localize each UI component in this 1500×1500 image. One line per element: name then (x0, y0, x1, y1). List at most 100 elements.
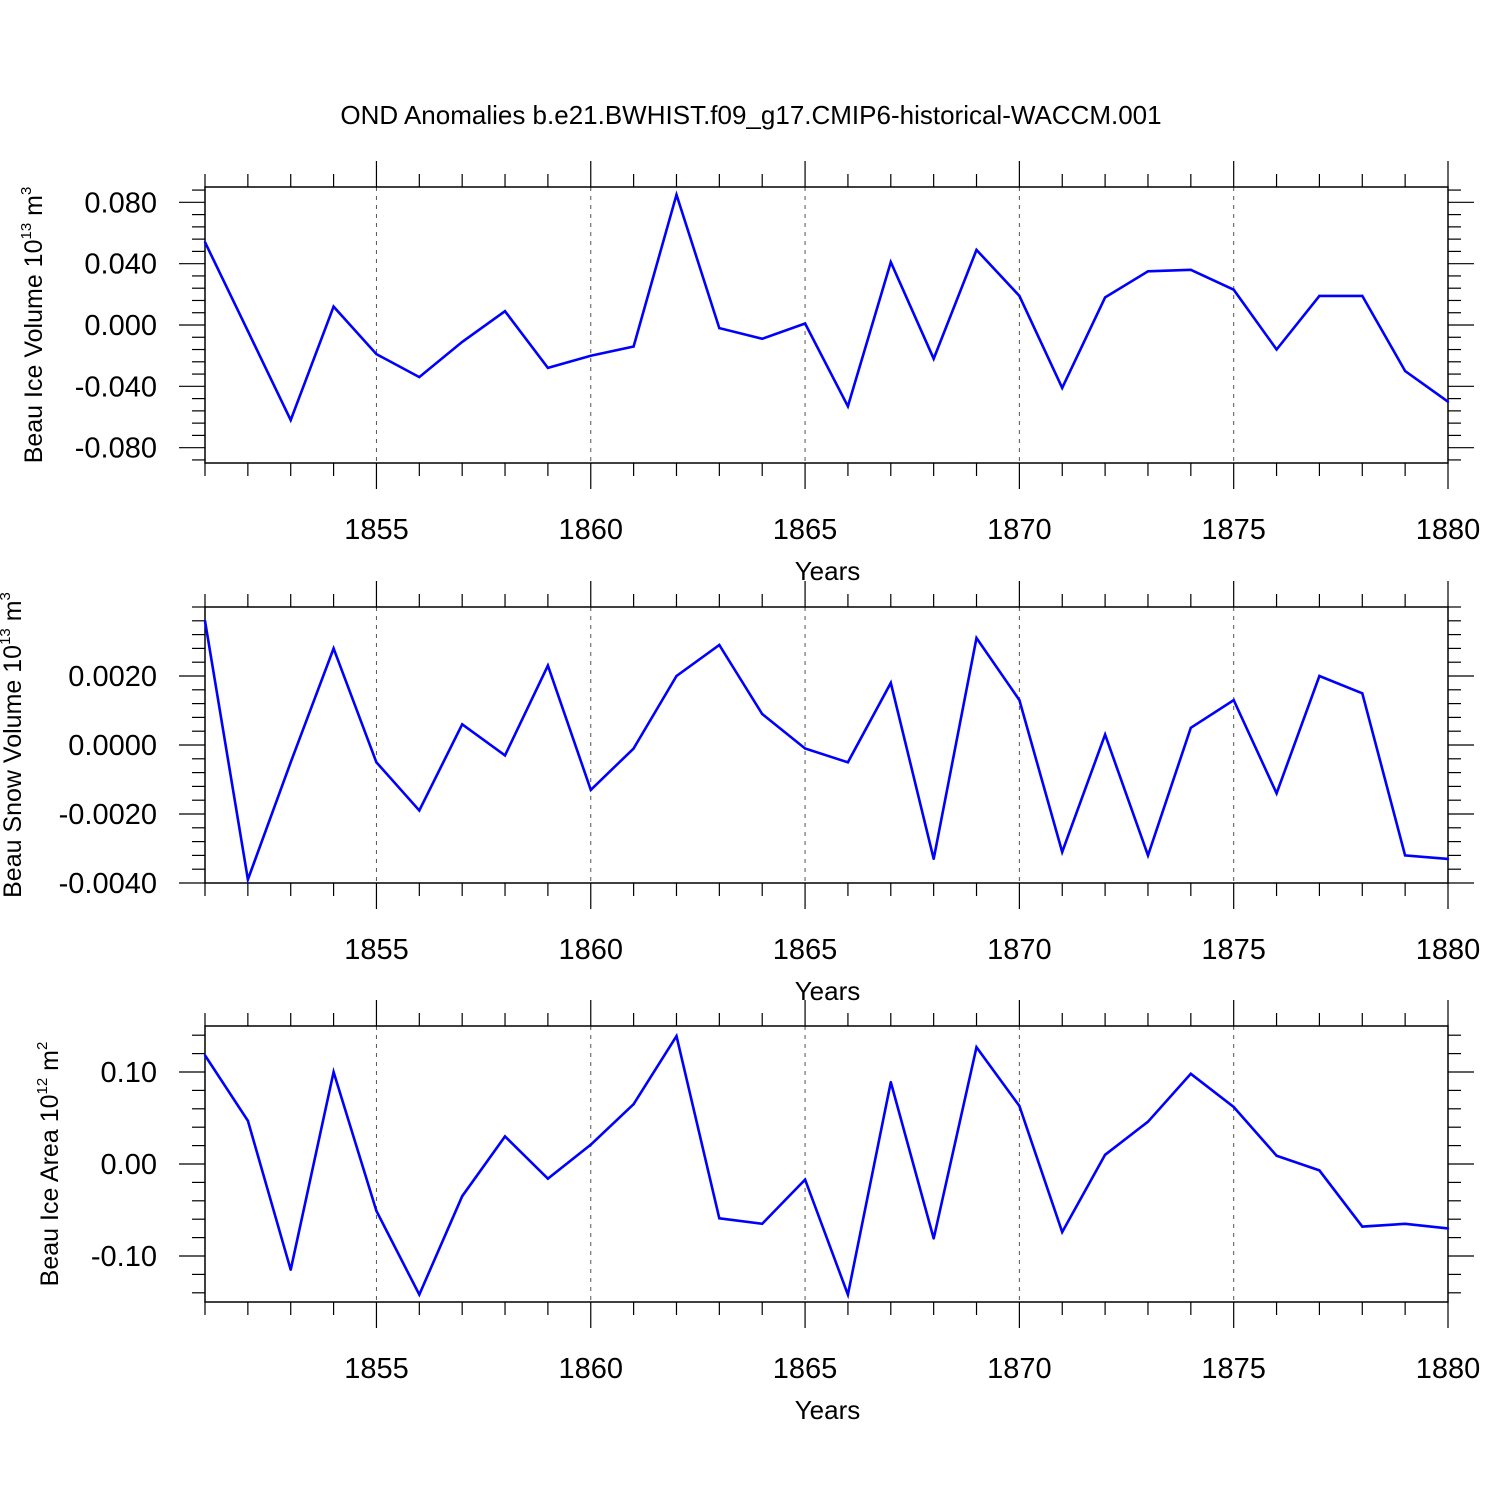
x-tick-label: 1865 (773, 514, 838, 546)
data-point (375, 1209, 378, 1213)
data-point (932, 1237, 935, 1240)
data-point (461, 340, 464, 344)
data-point (889, 681, 892, 685)
data-point (975, 636, 978, 640)
data-point (546, 366, 550, 370)
data-point (889, 1080, 892, 1084)
y-tick-label: -0.040 (75, 371, 157, 403)
data-point (1361, 692, 1364, 695)
data-point (803, 1178, 807, 1181)
data-point (1275, 792, 1278, 795)
data-point (1189, 268, 1193, 271)
data-point (418, 809, 421, 812)
y-axis-label-unit: m (36, 1050, 64, 1078)
data-point (375, 761, 378, 764)
data-point (632, 747, 635, 750)
x-tick-label: 1860 (559, 934, 624, 966)
data-point (1189, 1072, 1193, 1076)
plot-frame (204, 1025, 1449, 1303)
x-tick-label: 1860 (559, 1353, 624, 1385)
data-point (1103, 733, 1107, 736)
data-point (418, 375, 421, 379)
data-point (1361, 1225, 1364, 1228)
y-axis-label-exp: 12 (34, 1078, 51, 1095)
panels: 1855 1860 1865 1870 1875 1880 0.080 0.040 0.000 -… (0, 161, 1480, 1425)
data-point (1103, 1153, 1107, 1157)
y-tick-label: -0.0020 (59, 799, 157, 831)
data-point (1318, 294, 1321, 298)
y-tick-label: 0.000 (84, 310, 157, 342)
data-point (1446, 400, 1450, 403)
data-point (1061, 1230, 1064, 1234)
data-point (718, 326, 721, 330)
plot-frame (204, 606, 1449, 884)
data-point (1018, 294, 1021, 298)
data-point (503, 754, 507, 757)
data-point (1403, 369, 1407, 373)
data-point (332, 305, 335, 308)
data-point (761, 337, 764, 340)
y-axis-label: Beau Ice Volume 1013 m3 (18, 187, 48, 464)
data-point (589, 788, 592, 792)
x-tick-label: 1875 (1201, 1353, 1266, 1385)
data-point (846, 761, 850, 764)
data-point (1232, 1105, 1235, 1109)
y-axis-label-base: Beau Snow Volume 10 (0, 645, 27, 898)
x-tick-label: 1855 (344, 514, 409, 546)
data-point (589, 354, 592, 357)
y-tick-label: 0.0020 (68, 661, 157, 693)
y-axis-label-unit-exp: 2 (34, 1042, 51, 1050)
data-point (1232, 288, 1235, 291)
data-point (1318, 674, 1321, 678)
data-point (203, 619, 207, 622)
y-axis-label-unit: m (20, 195, 48, 223)
data-point (1361, 294, 1364, 298)
y-tick-label: 0.0000 (68, 730, 157, 762)
data-point (289, 761, 292, 764)
y-axis-label-exp: 13 (0, 628, 14, 645)
data-point (203, 241, 207, 244)
data-point (546, 664, 550, 667)
panel-3: 1855 1860 1865 1870 1875 1880 0.10 0.00 -0.10 Yea… (34, 1000, 1480, 1425)
data-point (246, 878, 250, 881)
data-point (332, 1070, 335, 1074)
data-point (503, 310, 507, 313)
data-point (461, 723, 464, 726)
y-axis-label-unit: m (0, 600, 27, 628)
y-axis-label-exp: 13 (18, 223, 35, 240)
y-axis-label: Beau Ice Area 1012 m2 (34, 1042, 64, 1287)
data-point (332, 647, 335, 650)
y-tick-label: 0.10 (101, 1057, 157, 1089)
y-tick-label: -0.080 (75, 433, 157, 465)
x-tick-label: 1875 (1201, 514, 1266, 546)
data-point (675, 193, 678, 196)
data-point (1189, 726, 1193, 729)
x-tick-label: 1855 (344, 1353, 409, 1385)
data-point (1061, 386, 1064, 390)
data-point (803, 322, 807, 325)
data-point (632, 345, 635, 348)
y-tick-label: -0.10 (91, 1241, 157, 1273)
y-axis-label-base: Beau Ice Volume 10 (20, 240, 48, 464)
data-point (846, 1293, 850, 1296)
data-point (675, 674, 678, 678)
data-point (1275, 1154, 1278, 1157)
data-point (1446, 857, 1450, 861)
chart-title: OND Anomalies b.e21.BWHIST.f09_g17.CMIP6… (340, 100, 1161, 130)
data-point (546, 1177, 550, 1180)
data-point (1103, 296, 1107, 299)
data-point (932, 357, 935, 360)
data-point (461, 1195, 464, 1198)
x-tick-label: 1880 (1416, 514, 1481, 546)
data-point (1146, 1120, 1150, 1123)
data-point (1446, 1227, 1450, 1230)
data-point (246, 329, 250, 333)
data-point (718, 1217, 721, 1220)
data-point (975, 1046, 978, 1049)
x-tick-label: 1865 (773, 1353, 838, 1385)
y-tick-label: -0.0040 (59, 868, 157, 900)
data-point (1146, 854, 1150, 857)
x-tick-label: 1870 (987, 514, 1052, 546)
data-point (1018, 698, 1021, 702)
